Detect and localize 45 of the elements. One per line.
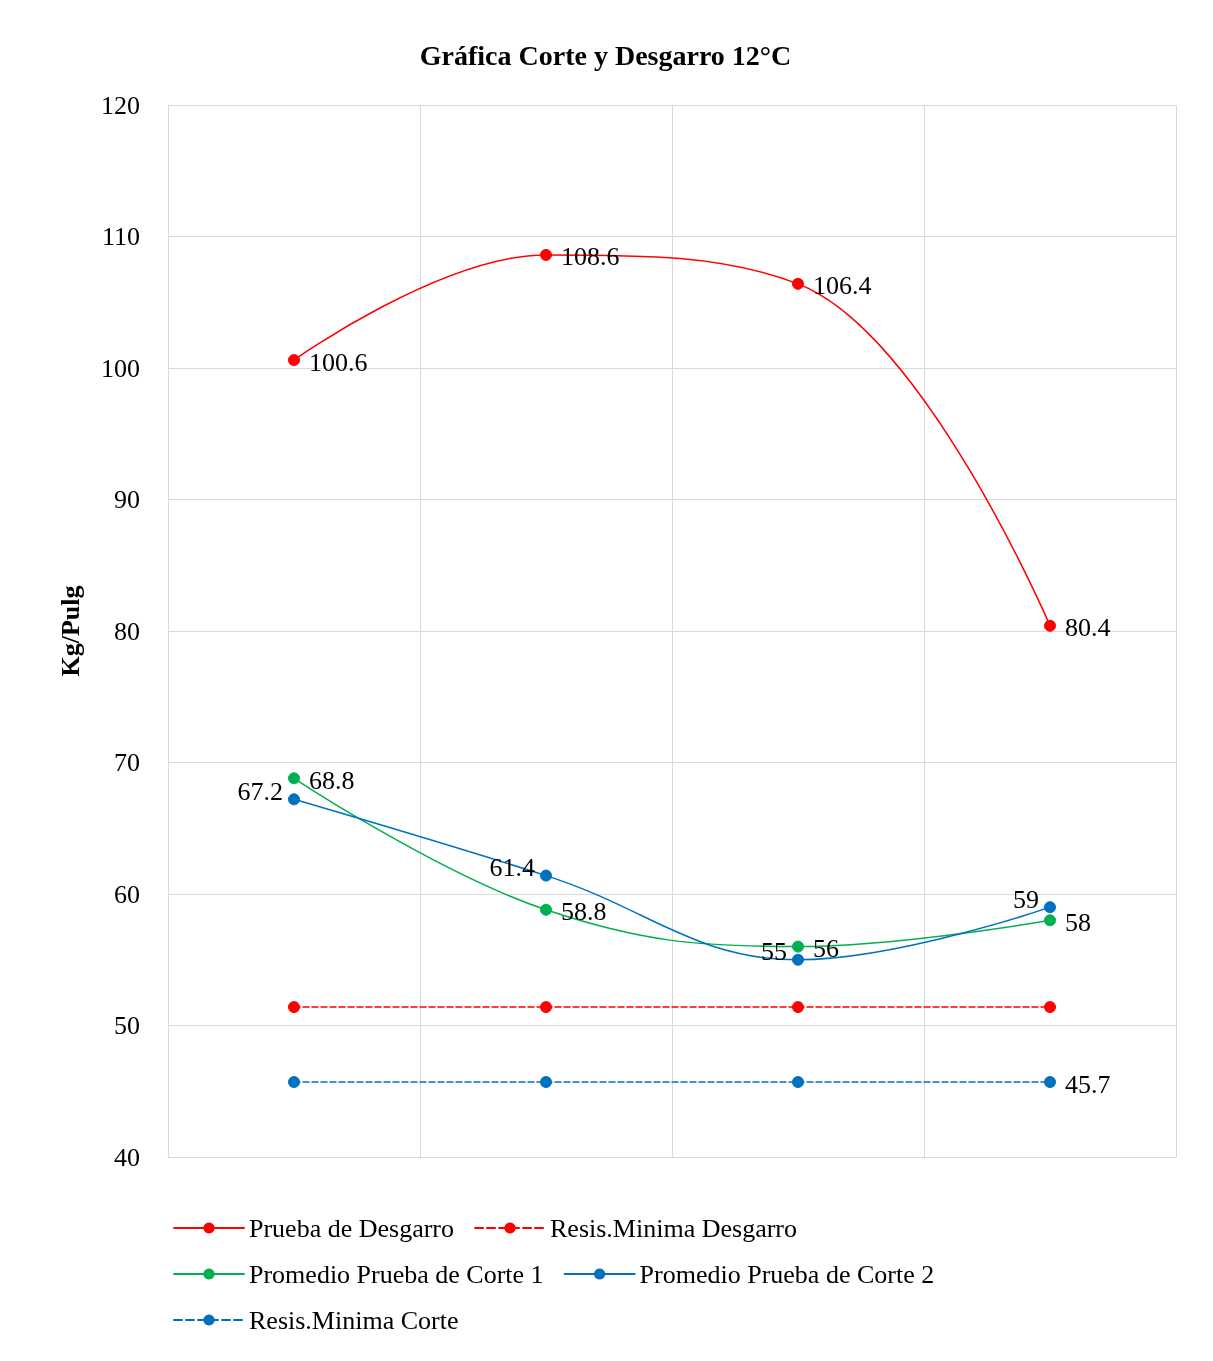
point <box>540 1001 552 1014</box>
point <box>1044 1001 1056 1014</box>
y-axis-title: Kg/Pulg <box>55 585 85 677</box>
point <box>1044 619 1056 632</box>
y-tick-label: 90 <box>114 485 140 514</box>
y-tick-label: 70 <box>114 748 140 777</box>
point <box>288 354 300 367</box>
y-tick-label: 50 <box>114 1011 140 1040</box>
point <box>288 1001 300 1014</box>
data-label: 68.8 <box>309 765 355 795</box>
point <box>1044 1076 1056 1089</box>
chart-title: Gráfica Corte y Desgarro 12°C <box>419 39 792 71</box>
point <box>792 953 804 966</box>
data-label: 58 <box>1065 907 1091 937</box>
y-tick-label: 40 <box>114 1142 140 1172</box>
data-label: 80.4 <box>1065 613 1111 643</box>
legend-label: Resis.Minima Desgarro <box>550 1213 797 1243</box>
point <box>288 1076 300 1089</box>
y-tick-label: 80 <box>114 616 140 646</box>
data-label: 45.7 <box>1065 1069 1111 1099</box>
point <box>792 277 804 290</box>
legend-label: Promedio Prueba de Corte 2 <box>639 1259 935 1289</box>
point <box>540 903 552 916</box>
y-tick-label: 100 <box>101 353 140 383</box>
data-label: 106.4 <box>813 271 872 301</box>
point <box>1044 901 1056 914</box>
point <box>540 869 552 882</box>
data-label: 58.8 <box>561 897 607 927</box>
point <box>540 248 552 261</box>
y-tick-label: 60 <box>114 879 140 909</box>
point <box>1044 914 1056 927</box>
point <box>288 772 300 785</box>
point <box>792 940 804 953</box>
data-label: 100.6 <box>309 347 368 377</box>
point <box>288 793 300 806</box>
point <box>792 1001 804 1014</box>
data-label: 67.2 <box>237 776 283 806</box>
legend-label: Promedio Prueba de Corte 1 <box>249 1259 544 1289</box>
point <box>792 1076 804 1089</box>
y-tick-label: 110 <box>101 222 140 251</box>
point <box>540 1076 552 1089</box>
y-tick-label: 120 <box>101 90 140 120</box>
data-label: 59 <box>1013 884 1039 914</box>
legend-label: Prueba de Desgarro <box>249 1213 455 1243</box>
legend-label: Resis.Minima Corte <box>249 1305 459 1335</box>
